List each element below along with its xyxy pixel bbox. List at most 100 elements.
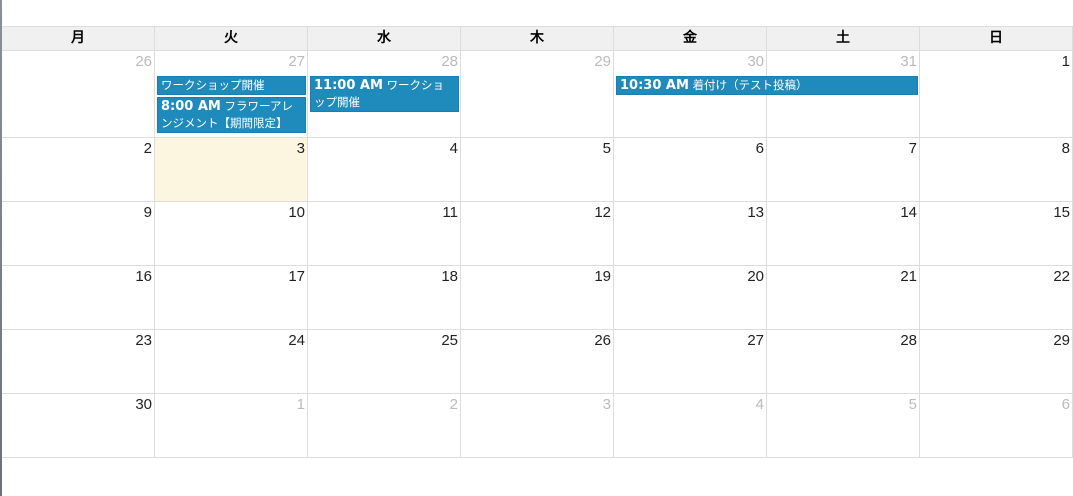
day-number[interactable]: 5 [602,140,611,157]
day-number[interactable]: 27 [288,53,305,70]
day-cell[interactable]: 8 [920,138,1073,201]
day-number[interactable]: 4 [755,396,764,413]
day-cell[interactable]: 6 [920,394,1073,457]
day-number[interactable]: 17 [288,268,305,285]
week-row: 26 27 28 29 30 31 1 ワークショップ開催 8:00 AM フラワーアレンジメン… [2,51,1073,138]
day-cell[interactable]: 10 [155,202,308,265]
day-cell[interactable]: 27 [614,330,767,393]
calendar-event[interactable]: 8:00 AM フラワーアレンジメント【期間限定】 [157,97,306,133]
day-number[interactable]: 6 [1061,396,1070,413]
day-cell[interactable]: 22 [920,266,1073,329]
day-number[interactable]: 26 [594,332,611,349]
calendar-event[interactable]: 11:00 AM ワークショップ開催 [310,76,459,112]
day-cell[interactable]: 20 [614,266,767,329]
day-number[interactable]: 8 [1061,140,1070,157]
day-number[interactable]: 16 [135,268,152,285]
day-cell[interactable]: 4 [308,138,461,201]
week-row: 2 3 4 5 6 7 8 [2,138,1073,202]
day-cell[interactable]: 30 [2,394,155,457]
day-number[interactable]: 2 [449,396,458,413]
day-cell[interactable]: 2 [2,138,155,201]
day-cell[interactable]: 21 [767,266,920,329]
day-number[interactable]: 2 [143,140,152,157]
day-cell[interactable]: 18 [308,266,461,329]
day-cell[interactable]: 5 [767,394,920,457]
day-cell[interactable]: 7 [767,138,920,201]
day-cell[interactable]: 27 [155,51,308,137]
day-number[interactable]: 6 [755,140,764,157]
day-number[interactable]: 7 [908,140,917,157]
day-number[interactable]: 19 [594,268,611,285]
day-number[interactable]: 11 [442,204,458,221]
day-number[interactable]: 30 [135,396,152,413]
week-row: 9 10 11 12 13 14 15 [2,202,1073,266]
day-cell[interactable]: 5 [461,138,614,201]
day-number[interactable]: 1 [1061,53,1070,70]
event-title: フラワーアレンジメント【期間限定】 [161,99,294,130]
day-cell[interactable]: 14 [767,202,920,265]
day-number[interactable]: 22 [1053,268,1070,285]
day-cell[interactable]: 9 [2,202,155,265]
week-row: 30 1 2 3 4 5 6 [2,394,1073,458]
day-number[interactable]: 13 [747,204,764,221]
day-cell[interactable]: 2 [308,394,461,457]
weekday-header-cell: 土 [767,27,920,50]
day-number[interactable]: 1 [296,396,305,413]
day-cell[interactable]: 19 [461,266,614,329]
event-title: 着付け（テスト投稿） [692,78,808,92]
day-cell[interactable]: 12 [461,202,614,265]
day-cell[interactable]: 28 [767,330,920,393]
day-number[interactable]: 23 [135,332,152,349]
day-cell[interactable]: 1 [155,394,308,457]
day-cell[interactable]: 29 [461,51,614,137]
day-cell[interactable]: 6 [614,138,767,201]
weekday-header-cell: 日 [920,27,1073,50]
day-cell[interactable]: 16 [2,266,155,329]
day-number[interactable]: 20 [747,268,764,285]
day-cell[interactable]: 3 [461,394,614,457]
day-number[interactable]: 28 [441,53,458,70]
day-number[interactable]: 14 [900,204,917,221]
day-number[interactable]: 26 [135,53,152,70]
day-number[interactable]: 29 [1053,332,1070,349]
day-cell[interactable]: 13 [614,202,767,265]
day-cell-today[interactable]: 3 [155,138,308,201]
day-number[interactable]: 5 [908,396,917,413]
day-cell[interactable]: 29 [920,330,1073,393]
weekday-header: 月火水木金土日 [2,26,1073,51]
day-number[interactable]: 30 [747,53,764,70]
day-number[interactable]: 15 [1053,204,1070,221]
day-cell[interactable]: 1 [920,51,1073,137]
day-number[interactable]: 21 [900,268,917,285]
day-cell[interactable]: 4 [614,394,767,457]
event-title: ワークショップ開催 [314,78,445,109]
calendar-event[interactable]: ワークショップ開催 [157,76,306,95]
day-number[interactable]: 9 [143,204,152,221]
day-cell[interactable]: 31 [767,51,920,137]
day-number[interactable]: 3 [602,396,611,413]
day-cell[interactable]: 17 [155,266,308,329]
day-number[interactable]: 24 [288,332,305,349]
day-number[interactable]: 12 [594,204,611,221]
day-cell[interactable]: 26 [2,51,155,137]
day-number[interactable]: 18 [441,268,458,285]
weekday-header-cell: 木 [461,27,614,50]
day-number[interactable]: 10 [288,204,305,221]
day-cell[interactable]: 25 [308,330,461,393]
day-number[interactable]: 4 [449,140,458,157]
day-number[interactable]: 27 [747,332,764,349]
day-cell[interactable]: 23 [2,330,155,393]
day-cell[interactable]: 11 [308,202,461,265]
week-row: 16 17 18 19 20 21 22 [2,266,1073,330]
day-cell[interactable]: 28 [308,51,461,137]
day-number[interactable]: 3 [296,140,305,157]
day-number[interactable]: 28 [900,332,917,349]
day-number[interactable]: 25 [441,332,458,349]
day-cell[interactable]: 24 [155,330,308,393]
calendar-event[interactable]: 10:30 AM 着付け（テスト投稿） [616,76,918,95]
day-number[interactable]: 31 [900,53,917,70]
day-cell[interactable]: 15 [920,202,1073,265]
event-title: ワークショップ開催 [161,78,265,92]
day-number[interactable]: 29 [594,53,611,70]
day-cell[interactable]: 26 [461,330,614,393]
